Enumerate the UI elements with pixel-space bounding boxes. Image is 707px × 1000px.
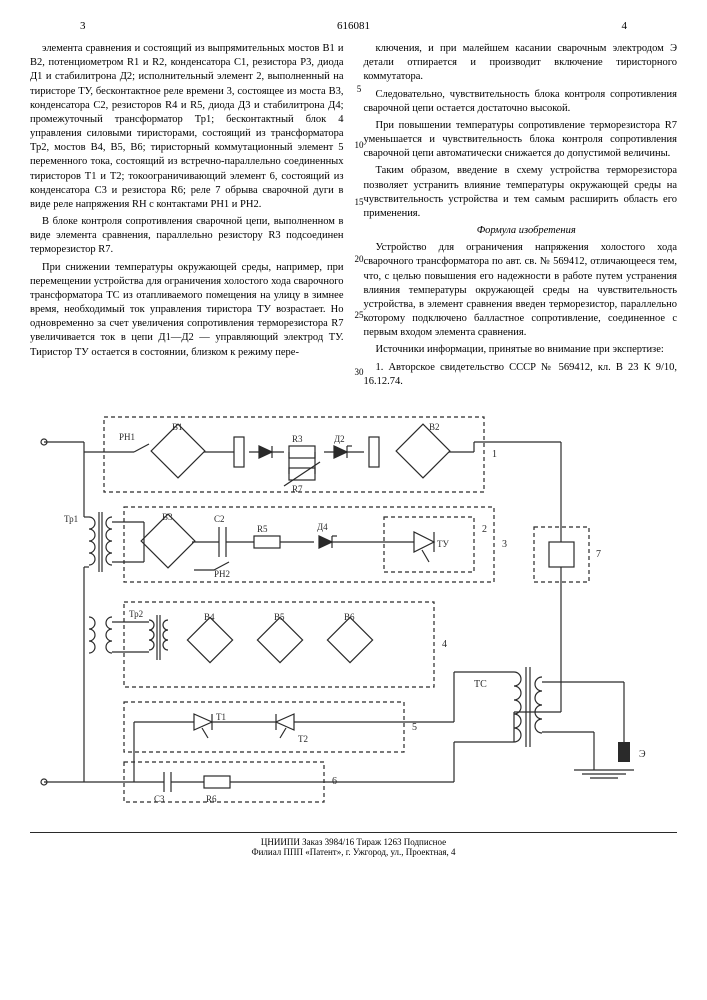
label-n3: 3 [502, 539, 507, 550]
svg-text:Д4: Д4 [317, 522, 328, 532]
paragraph: Устройство для ограничения напряжения хо… [364, 241, 678, 340]
paragraph: В блоке контроля сопротивления сварочной… [30, 215, 344, 258]
right-column: ключения, и при малейшем касании сварочн… [364, 42, 678, 392]
line-number: 10 [352, 140, 366, 150]
circuit-schematic: 1 РН1 В1 R3 R7 Д2 В2 Тр1 [34, 402, 674, 822]
svg-text:В1: В1 [172, 422, 183, 432]
line-number: 15 [352, 197, 366, 207]
formula-title: Формула изобретения [364, 224, 678, 238]
svg-text:Т2: Т2 [298, 734, 308, 744]
svg-text:Т1: Т1 [216, 712, 226, 722]
label-n4: 4 [442, 639, 447, 650]
line-number: 25 [352, 310, 366, 320]
svg-text:ТС: ТС [474, 679, 487, 690]
label-n5: 5 [412, 722, 417, 733]
svg-text:Тр1: Тр1 [64, 514, 78, 524]
svg-text:РН1: РН1 [119, 432, 135, 442]
paragraph: Источники информации, принятые во вниман… [364, 343, 678, 357]
paragraph: При снижении температуры окружающей сред… [30, 261, 344, 360]
line-number: 20 [352, 254, 366, 264]
paragraph: При повышении температуры сопротивление … [364, 119, 678, 162]
label-n1: 1 [492, 449, 497, 460]
left-column: элемента сравнения и состоящий из выпрям… [30, 42, 344, 392]
paragraph: ключения, и при малейшем касании сварочн… [364, 42, 678, 85]
label-n2: 2 [482, 524, 487, 535]
svg-text:R6: R6 [206, 794, 217, 804]
line-number: 5 [352, 84, 366, 94]
paragraph: 1. Авторское свидетельство СССР № 569412… [364, 361, 678, 389]
line-number: 30 [352, 367, 366, 377]
footer-line1: ЦНИИПИ Заказ 3984/16 Тираж 1263 Подписно… [30, 837, 677, 847]
svg-text:В4: В4 [204, 612, 215, 622]
svg-text:В6: В6 [344, 612, 355, 622]
page-number-left: 3 [80, 20, 86, 32]
paragraph: Следовательно, чувствительность блока ко… [364, 88, 678, 116]
svg-text:R5: R5 [257, 524, 268, 534]
svg-text:R3: R3 [292, 434, 303, 444]
paragraph: элемента сравнения и состоящий из выпрям… [30, 42, 344, 212]
footer-line2: Филиал ППП «Патент», г. Ужгород, ул., Пр… [30, 847, 677, 857]
svg-text:С3: С3 [154, 794, 165, 804]
svg-text:Э: Э [639, 749, 646, 760]
document-number: 616081 [337, 20, 370, 32]
svg-text:В5: В5 [274, 612, 285, 622]
label-n7: 7 [596, 549, 601, 560]
svg-text:В3: В3 [162, 512, 173, 522]
svg-text:ТУ: ТУ [437, 539, 449, 549]
svg-text:РН2: РН2 [214, 569, 230, 579]
svg-text:В2: В2 [429, 422, 440, 432]
paragraph: Таким образом, введение в схему устройст… [364, 164, 678, 221]
page-number-right: 4 [622, 20, 628, 32]
svg-text:Тр2: Тр2 [129, 609, 143, 619]
svg-text:R7: R7 [292, 484, 303, 494]
svg-text:С2: С2 [214, 514, 225, 524]
svg-text:Д2: Д2 [334, 434, 345, 444]
